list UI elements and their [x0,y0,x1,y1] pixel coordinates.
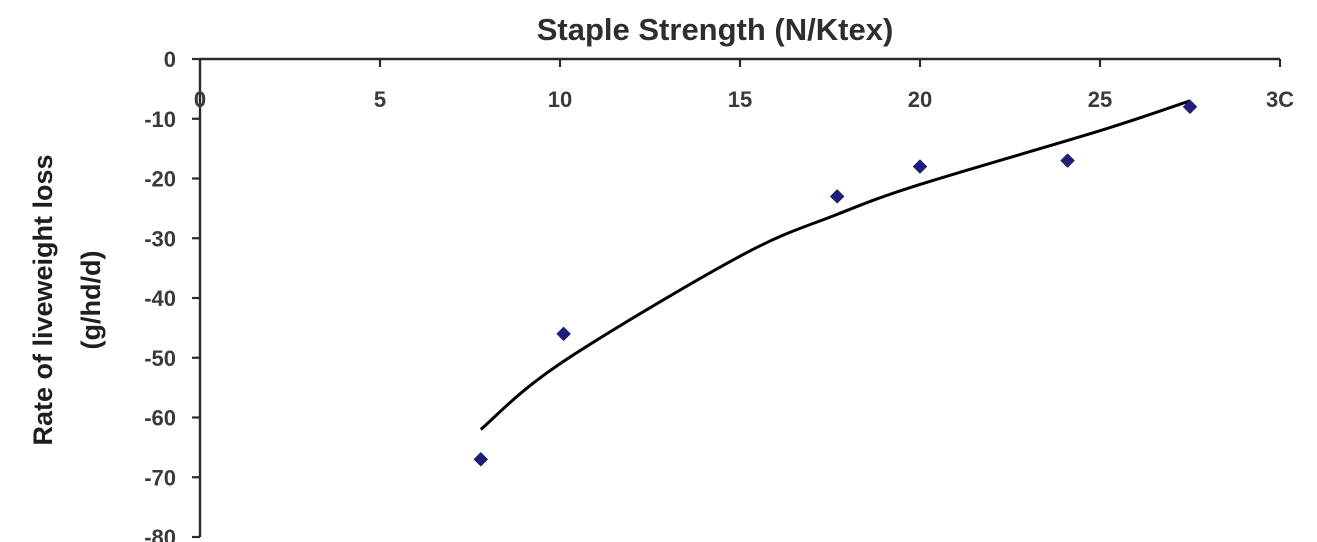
x-tick-label: 20 [908,87,932,112]
y-tick-label: -40 [144,286,176,311]
y-tick-label: -10 [144,107,176,132]
y-axis-label-line-2: (g/hd/d) [76,251,106,350]
trend-line [479,99,1191,431]
data-point [1182,99,1198,115]
data-point [1060,153,1075,168]
data-points [473,99,1198,467]
y-tick-label: -60 [144,406,176,431]
x-tick-label: 10 [548,87,572,112]
y-ticks: 0 -10 -20 -30 -40 -50 -60 -70 -80 [144,47,200,542]
data-point [473,451,489,467]
y-tick-label: -30 [144,226,176,251]
x-tick-label: 0 [194,87,206,112]
y-axis-label-line-1: Rate of liveweight loss [28,154,58,445]
data-point [556,326,571,342]
y-tick-label: 0 [164,47,176,72]
x-tick-label: 25 [1088,87,1112,112]
y-tick-label: -20 [144,167,176,192]
y-tick-label: -50 [144,346,176,371]
x-tick-label: 15 [728,87,752,112]
data-point [912,159,928,174]
y-axis-label: Rate of liveweight loss (g/hd/d) [28,154,106,445]
x-tick-label: 3C [1266,87,1294,112]
x-ticks: 0 5 10 15 20 25 3C [194,59,1294,112]
data-point [829,189,845,204]
chart-title: Staple Strength (N/Ktex) [537,12,894,47]
y-tick-label: -80 [144,525,176,542]
x-tick-label: 5 [374,87,386,112]
y-tick-label: -70 [144,465,176,490]
